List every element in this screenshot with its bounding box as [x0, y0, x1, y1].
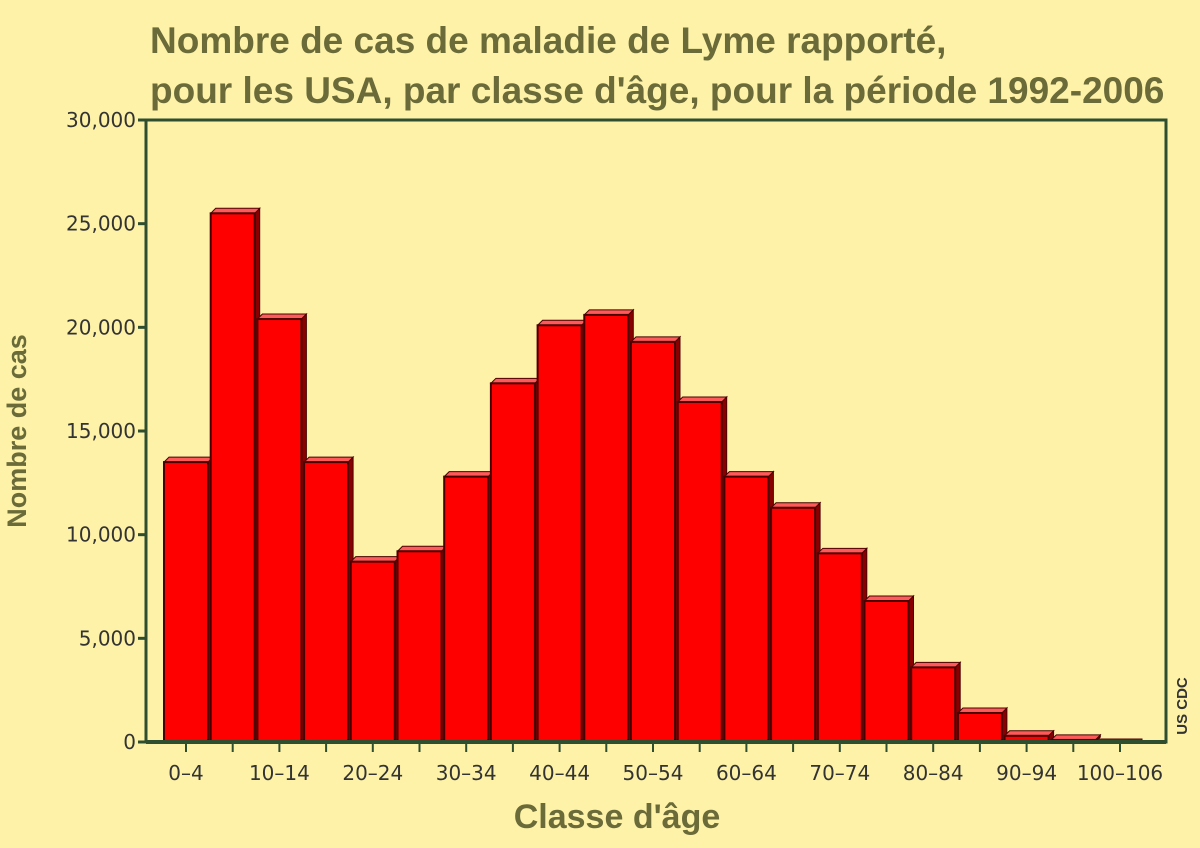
bar-30–34 — [442, 470, 495, 744]
bar-face — [256, 318, 303, 743]
y-tick-label: 10,000 — [66, 523, 136, 547]
x-axis-title: Classe d'âge — [514, 798, 721, 836]
bar-0–4 — [162, 455, 215, 744]
bar-face — [303, 461, 350, 743]
bar-face — [396, 550, 443, 744]
x-tick-label: 30–34 — [436, 761, 497, 785]
chart-title: Nombre de cas de maladie de Lyme rapport… — [150, 20, 1164, 111]
y-tick-label: 30,000 — [66, 108, 136, 132]
bar-5–9 — [209, 207, 261, 744]
bar-face — [163, 461, 209, 743]
x-tick-label: 40–44 — [529, 761, 590, 785]
bar-35–39 — [489, 377, 542, 744]
bar-75–79 — [863, 594, 915, 744]
x-tick-label: 60–64 — [716, 761, 777, 785]
bar-face — [349, 560, 396, 743]
bar-90–94 — [1003, 729, 1055, 744]
bar-45–49 — [583, 308, 635, 744]
bar-60–64 — [723, 470, 775, 744]
bar-55–59 — [676, 395, 728, 744]
bar-10–14 — [256, 312, 308, 744]
bar-40–44 — [536, 319, 588, 744]
bar-15–19 — [302, 455, 355, 744]
bar-face — [910, 666, 957, 743]
x-tick-label: 100–106 — [1077, 761, 1163, 785]
x-tick-label: 90–94 — [996, 761, 1057, 785]
source-label: US CDC — [1174, 677, 1191, 735]
bar-face — [536, 324, 583, 743]
bar-face — [863, 600, 910, 743]
bar-face — [630, 340, 676, 743]
x-tick-label: 10–14 — [249, 761, 310, 785]
y-axis: 0 5,000 10,000 15,000 20,000 25,000 30,000 — [66, 108, 146, 754]
y-tick-label: 20,000 — [66, 315, 136, 339]
bar-face — [209, 212, 256, 744]
bar-50–54 — [629, 335, 682, 744]
bar-face — [676, 400, 723, 743]
bar-face — [723, 475, 770, 743]
y-tick-label: 25,000 — [66, 212, 136, 236]
chart-title-line-1: Nombre de cas de maladie de Lyme rapport… — [150, 20, 946, 61]
chart-title-line-2: pour les USA, par classe d'âge, pour la … — [150, 70, 1164, 111]
bar-face — [770, 506, 817, 744]
x-tick-label: 50–54 — [623, 761, 684, 785]
bars — [162, 207, 1143, 744]
y-tick-label: 5,000 — [79, 626, 136, 650]
bar-face — [583, 313, 630, 743]
x-tick-label: 70–74 — [809, 761, 870, 785]
x-axis: 0–4 10–14 20–24 30–34 40–44 50–54 60–64 70–74 80… — [168, 742, 1163, 785]
bar-face — [443, 475, 490, 743]
bar-25–29 — [396, 545, 448, 744]
y-tick-label: 15,000 — [66, 419, 136, 443]
bar-80–84 — [909, 661, 962, 744]
y-axis-title: Nombre de cas — [2, 334, 32, 528]
bar-65–69 — [769, 501, 822, 744]
x-tick-label: 20–24 — [342, 761, 403, 785]
bar-20–24 — [349, 555, 402, 744]
bar-85–89 — [956, 706, 1009, 744]
bar-70–74 — [816, 547, 869, 744]
bar-face — [956, 711, 1003, 743]
bar-face — [816, 552, 863, 743]
x-tick-label: 0–4 — [168, 761, 203, 785]
x-tick-label: 80–84 — [903, 761, 964, 785]
bar-face — [489, 382, 536, 743]
y-tick-label: 0 — [123, 730, 136, 754]
